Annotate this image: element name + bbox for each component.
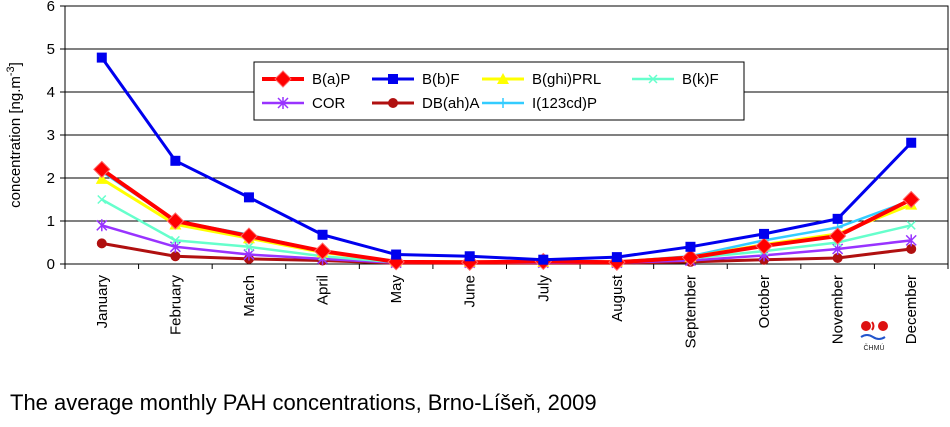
legend-marker — [497, 73, 509, 84]
data-point — [243, 248, 255, 261]
data-point — [391, 249, 402, 260]
y-tick-label: 5 — [47, 41, 55, 58]
legend-label: I(123cd)P — [532, 95, 597, 112]
legend-label: B(b)F — [422, 71, 460, 88]
legend-marker — [388, 98, 398, 108]
legend-marker — [648, 74, 658, 84]
y-tick-label: 2 — [47, 170, 55, 187]
legend-marker — [274, 70, 292, 88]
logo-dot-left — [861, 321, 871, 331]
data-point — [681, 248, 700, 267]
logo-dot-right — [878, 321, 888, 331]
series-b-a-p — [93, 160, 920, 271]
data-point — [538, 254, 549, 265]
legend-label: DB(ah)A — [422, 95, 480, 112]
data-point — [906, 220, 916, 230]
legend: B(a)P B(b)F B(ghi)PRL B(k)F COR DB(ah)A I(123c… — [253, 61, 745, 121]
x-tick-label: September — [682, 275, 699, 348]
data-point — [759, 228, 770, 239]
y-axis-label: concentration [ng.m-3] — [5, 62, 24, 208]
data-point — [906, 243, 917, 254]
data-point — [240, 227, 258, 245]
series-line — [100, 167, 913, 265]
legend-item: B(k)F — [632, 71, 719, 88]
data-point — [611, 252, 622, 263]
x-tick-label: August — [609, 274, 626, 322]
data-point — [170, 155, 181, 166]
x-tick-label: June — [462, 275, 479, 308]
pah-line-chart: 0 1 2 3 4 5 6 January February March April May June J… — [5, 0, 949, 352]
x-tick-label: March — [241, 275, 258, 317]
legend-label: B(a)P — [312, 71, 350, 88]
legend-item: B(a)P — [262, 70, 350, 88]
data-point — [96, 52, 107, 63]
legend-marker — [277, 97, 289, 109]
data-point — [170, 251, 181, 262]
legend-label: B(ghi)PRL — [532, 71, 601, 88]
legend-item: B(b)F — [372, 71, 460, 88]
data-point — [96, 219, 108, 232]
data-point — [313, 242, 332, 260]
series-line — [101, 177, 912, 264]
chart-caption: The average monthly PAH concentrations, … — [10, 390, 597, 415]
x-tick-label: October — [756, 275, 773, 328]
data-point — [832, 252, 843, 263]
logo-text: ČHMÚ — [864, 343, 885, 352]
data-point — [906, 137, 917, 148]
data-point — [464, 251, 475, 262]
data-point — [905, 234, 917, 247]
data-point — [170, 235, 180, 245]
series-b-b-f — [96, 52, 917, 265]
data-point — [828, 227, 847, 245]
legend-item: B(ghi)PRL — [482, 71, 601, 88]
legend-item: COR — [262, 95, 346, 112]
series-line — [100, 56, 913, 262]
legend-label: B(k)F — [682, 71, 719, 88]
data-point — [97, 194, 107, 205]
y-tick-label: 4 — [47, 84, 55, 101]
y-tick-label: 1 — [47, 213, 55, 230]
legend-marker — [388, 74, 398, 84]
x-tick-label: July — [535, 275, 552, 302]
logo-wave — [860, 334, 886, 340]
data-point — [95, 172, 108, 184]
logo-arc — [871, 321, 875, 331]
legend-marker — [498, 98, 508, 108]
x-tick-label: November — [830, 275, 847, 344]
x-tick-label: January — [94, 275, 111, 329]
legend-item: DB(ah)A — [372, 95, 480, 112]
x-tick-label: February — [167, 275, 184, 336]
data-point — [166, 212, 185, 230]
data-point — [685, 241, 696, 252]
legend-item: I(123cd)P — [482, 95, 597, 112]
x-tick-label: April — [315, 275, 332, 305]
data-point — [832, 213, 843, 224]
legend-box — [253, 61, 745, 121]
x-tick-label: May — [388, 275, 405, 304]
y-tick-label: 3 — [47, 127, 55, 144]
y-tick-label: 6 — [47, 0, 55, 15]
data-point — [243, 192, 254, 203]
x-tick-label: December — [903, 275, 920, 344]
data-point — [96, 238, 107, 249]
data-point — [902, 190, 920, 209]
data-point — [317, 229, 328, 240]
data-point — [93, 160, 111, 179]
data-point — [244, 242, 254, 252]
data-point — [755, 237, 773, 255]
y-tick-label: 0 — [47, 256, 55, 273]
legend-label: COR — [312, 95, 346, 112]
chmu-logo: ČHMÚ — [860, 321, 888, 352]
